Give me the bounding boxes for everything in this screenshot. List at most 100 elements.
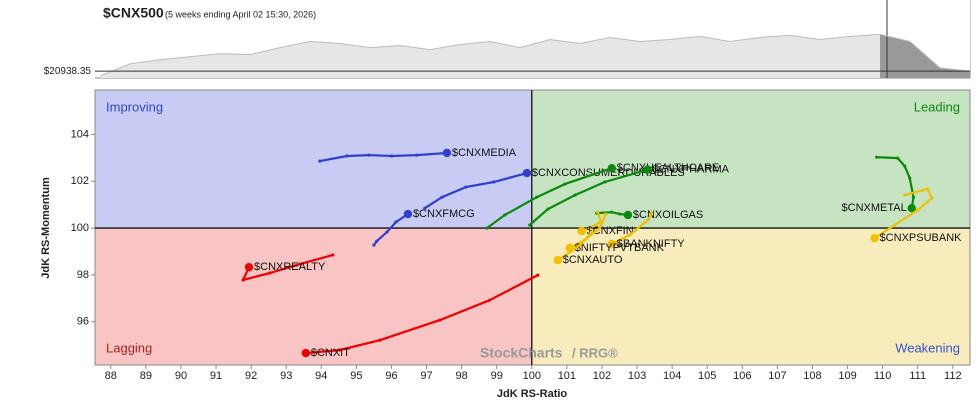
tail-point: [590, 230, 594, 234]
tail-point: [375, 239, 379, 243]
tail-point: [892, 223, 897, 227]
tail-line: [875, 156, 915, 210]
tail-point: [535, 195, 539, 199]
x-tick-label: 91: [210, 370, 222, 382]
x-tick-label: 93: [280, 370, 292, 382]
tail-point: [268, 271, 272, 275]
tail-point: [911, 195, 916, 199]
tail-point: [464, 185, 468, 189]
tail-point: [578, 243, 582, 247]
chart-subtitle: (5 weeks ending April 02 15:30, 2026): [165, 9, 316, 19]
benchmark-area: [100, 34, 910, 78]
x-tick-label: 90: [175, 370, 187, 382]
series-label: $CNXOILGAS: [633, 209, 703, 221]
tail-head: [522, 168, 532, 178]
tail-point: [241, 278, 245, 282]
tail-point: [390, 154, 394, 158]
tail-point: [345, 154, 349, 158]
tail-point: [896, 156, 900, 160]
tail-point: [563, 182, 567, 186]
tail-point: [415, 153, 419, 157]
x-tick-label: 98: [456, 370, 468, 382]
benchmark-line: [99, 33, 971, 77]
tail-point: [492, 180, 496, 184]
x-tick-label: 109: [838, 370, 856, 382]
tail-head: [623, 210, 633, 220]
tail-line: [610, 212, 653, 246]
chart-title: $CNX500: [103, 5, 164, 21]
series-label: $CNXPHARMA: [653, 163, 730, 175]
quadrant-label: Lagging: [106, 340, 152, 355]
y-tick-label: 98: [77, 269, 89, 281]
tail-point: [536, 273, 540, 277]
tail-point: [903, 164, 907, 168]
tail-head: [607, 163, 616, 173]
tail-point: [331, 253, 335, 257]
x-tick-label: 108: [803, 370, 821, 382]
tail-point: [618, 212, 622, 216]
tail-point: [646, 218, 650, 222]
benchmark-area: [880, 34, 970, 78]
quadrant-label: Leading: [914, 99, 960, 114]
quadrant-lagging: [95, 228, 532, 365]
quadrant-weakening: [531, 228, 970, 365]
series-label: $CNXFMCG: [413, 208, 475, 220]
tail-point: [378, 338, 382, 342]
series-label: $CNXFIN: [587, 225, 634, 237]
series-label: $BANKNIFTY: [617, 238, 686, 250]
tail-point: [503, 213, 507, 217]
tail-point: [596, 210, 600, 214]
tail-head: [907, 203, 916, 213]
tail-point: [338, 348, 342, 352]
tail-point: [423, 206, 427, 210]
tail-point: [394, 220, 398, 224]
series-label: $CNXPSUBANK: [880, 232, 963, 244]
tail-point: [372, 243, 376, 247]
tail-point: [440, 195, 444, 199]
tail-line: [580, 211, 602, 233]
tail-point: [930, 196, 934, 200]
tail-point: [367, 153, 371, 157]
x-tick-label: 112: [944, 370, 962, 382]
tail-line: [318, 151, 448, 163]
x-tick-label: 107: [768, 370, 786, 382]
tail-head: [301, 348, 311, 358]
tail-point: [610, 210, 614, 214]
tail-point: [385, 230, 389, 234]
series-label: $CNXIT: [311, 347, 350, 359]
y-tick-label: 102: [71, 175, 89, 187]
tail-point: [903, 193, 907, 197]
tail-point: [925, 187, 930, 191]
tail-head: [244, 262, 254, 272]
tail-line: [568, 212, 607, 250]
x-tick-label: 89: [140, 370, 152, 382]
tail-point: [604, 212, 608, 216]
x-tick-label: 105: [698, 370, 716, 382]
tail-point: [603, 180, 607, 184]
tail-head: [553, 255, 562, 265]
y-axis-title: JdK RS-Momentum: [40, 177, 52, 279]
tail-line: [304, 274, 539, 355]
tail-point: [298, 262, 302, 266]
x-axis-title: JdK RS-Ratio: [497, 388, 568, 400]
last-value-label: $20938.35: [44, 66, 92, 77]
tail-head: [607, 239, 616, 249]
tail-head: [442, 148, 452, 158]
x-tick-label: 103: [628, 370, 646, 382]
x-tick-label: 106: [733, 370, 751, 382]
benchmark-panel: $20938.35: [44, 0, 971, 79]
tail-head: [577, 226, 586, 236]
series-label: $NIFTYPVTBANK: [575, 242, 665, 254]
x-tick-label: 102: [593, 370, 611, 382]
tail-point: [916, 208, 920, 212]
tail-point: [598, 226, 602, 230]
x-tick-label: 97: [420, 370, 432, 382]
series-label: $CNXAUTO: [563, 254, 623, 266]
y-tick-label: 104: [71, 128, 89, 140]
tail-point: [546, 207, 550, 211]
x-tick-label: 100: [523, 370, 541, 382]
x-tick-label: 99: [491, 370, 503, 382]
x-tick-label: 111: [909, 370, 926, 382]
grid: 88 89 90 91 92 93 94 95 96 97 98 99 100 101 102 103 104 1…: [71, 90, 970, 382]
tail-point: [488, 298, 492, 302]
